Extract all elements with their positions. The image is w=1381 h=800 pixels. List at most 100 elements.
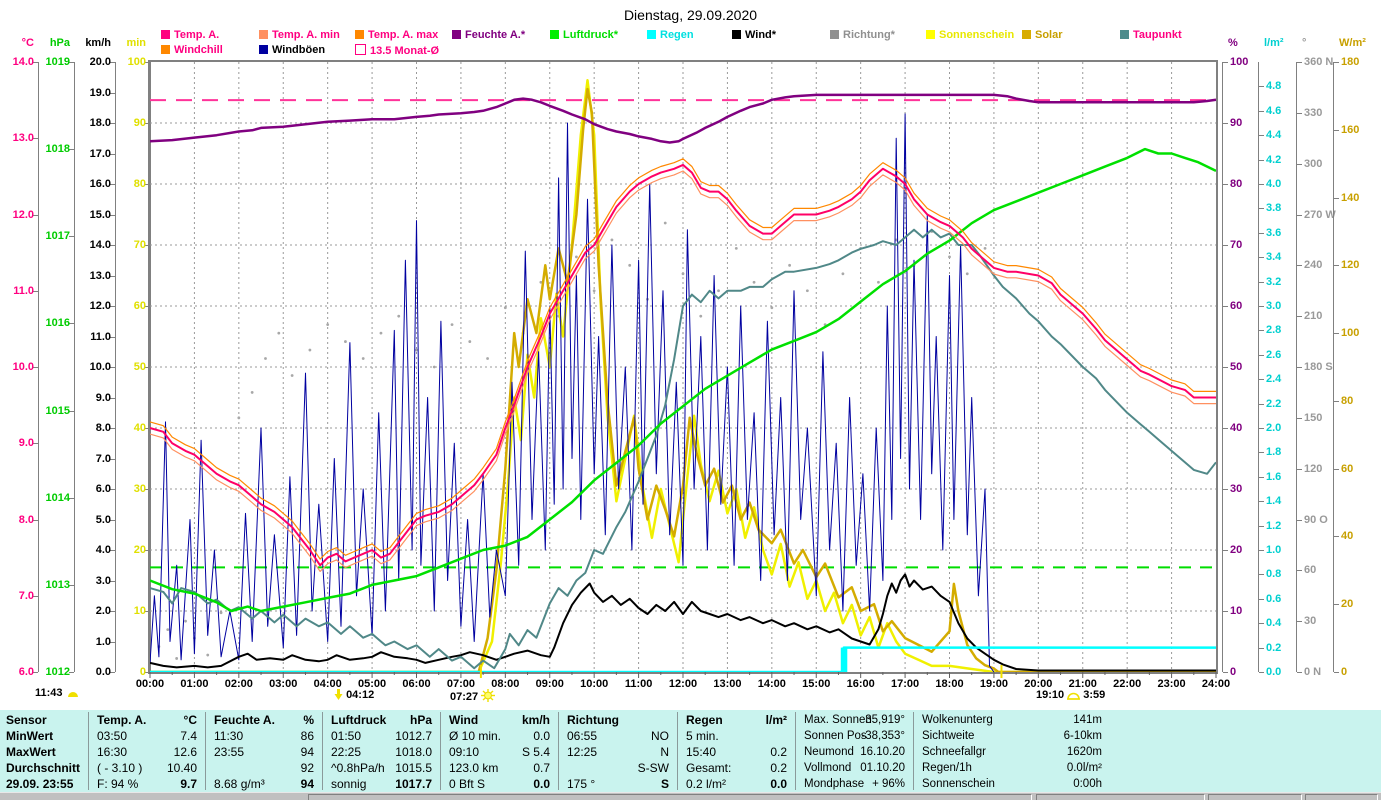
table-row-label: MinWert (6, 729, 54, 743)
table-column-header: Temp. A. °C (88, 712, 205, 728)
legend-label: 13.5 Monat-Ø (370, 45, 440, 57)
series-richtung-point (219, 611, 223, 615)
axis-tick-label: 140 (1341, 191, 1360, 204)
axis-tick (69, 62, 74, 63)
axis-tick (1259, 501, 1264, 503)
legend-label: Windchill (174, 44, 223, 56)
cell-value: N (660, 745, 669, 759)
cell-label: 0.2 l/m² (686, 777, 727, 791)
table-column-regen: Regen l/m² 5 min. 15:40 0.2 Gesamt: 0.2 0.2 l/m… (677, 710, 795, 792)
axis-tick-label: 3.6 (1266, 226, 1282, 239)
column-title: Regen (686, 713, 723, 727)
status-bar (0, 792, 1381, 800)
legend-item-temp-a-max: Temp. A. max (355, 29, 438, 41)
legend-label: Temp. A. (174, 29, 220, 41)
axis-tick (69, 323, 74, 325)
legend-swatch-icon (550, 30, 559, 39)
axis-tick-label: 3.8 (1266, 202, 1282, 215)
series-richtung-point (450, 323, 454, 327)
cell-label: 175 ° (567, 777, 596, 791)
cell-label: 12:25 (567, 745, 598, 759)
table-info-row: Mondphase + 96% (795, 776, 913, 792)
series-richtung-point (628, 263, 632, 267)
axis-header-kmh: km/h (85, 37, 111, 49)
table-column-temp-a-: Temp. A. °C 03:50 7.4 16:30 12.6 ( - 3.10 ) 10.… (88, 710, 205, 792)
table-cell-row: 22:25 1018.0 (322, 744, 440, 760)
axis-tick (110, 92, 115, 94)
cell-value: S (660, 777, 669, 791)
cell-value: 10.40 (166, 761, 197, 775)
info-value: 141m (1073, 714, 1102, 726)
axis-tick (1259, 379, 1264, 381)
axis-tick-label: 60 (1230, 300, 1243, 312)
axis-tick-label: 1015 (45, 404, 70, 417)
axis-tick-label: 40 (1341, 530, 1354, 543)
column-title: Wind (449, 713, 479, 727)
table-cell-row: 8.68 g/m³ 94 (205, 776, 322, 792)
axis-tick (110, 672, 115, 673)
axis-tick (33, 595, 38, 597)
table-column-separator (795, 712, 796, 790)
axis-tick-label: 60 (1341, 462, 1354, 475)
axis-tick (145, 611, 150, 612)
series-richtung-point (841, 272, 845, 276)
cell-value: 1012.7 (395, 729, 432, 743)
sunrise-annotation: 07:27 (450, 689, 496, 703)
axis-tick (145, 245, 150, 246)
axis-tick-label: 330 (1304, 106, 1323, 119)
axis-tick (1334, 468, 1339, 470)
series-luftdruck (149, 147, 1217, 613)
series-richtung-point (805, 289, 809, 293)
axis-tick-label: 3.0 (95, 574, 111, 587)
axis-tick-label: 360 N (1304, 56, 1334, 68)
series-temp-a- (149, 163, 1216, 567)
table-info-row: Max. Sonnen 35,919° (795, 712, 913, 728)
axis-tick (1259, 525, 1264, 527)
axis-tick (110, 123, 115, 124)
axis-tick (110, 306, 115, 307)
series-richtung-point (948, 255, 951, 259)
info-label: Sonnen Pos (804, 730, 867, 742)
axis-tick (1223, 245, 1228, 246)
axis-tick-label: 2.4 (1266, 373, 1282, 386)
legend-swatch-icon (259, 45, 268, 54)
table-cell-row: 92 (205, 760, 322, 776)
x-axis-label: 21:00 (1068, 678, 1097, 690)
axis-line-temp (38, 62, 39, 672)
axis-tick (1259, 428, 1264, 429)
cell-label: F: 94 % (97, 777, 139, 791)
x-axis-label: 18:00 (935, 678, 964, 690)
axis-tick (145, 550, 150, 551)
axis-tick-label: 70 (1230, 239, 1243, 251)
axis-tick-label: 30 (1304, 615, 1317, 628)
axis-line-hpa (74, 62, 75, 672)
axis-tick (1334, 672, 1339, 673)
cell-value: 12.6 (173, 745, 197, 759)
axis-tick (1297, 570, 1302, 572)
table-row-label: Durchschnitt (6, 761, 81, 775)
info-label: Sonnenschein (922, 778, 995, 790)
table-cell-row: 16:30 12.6 (88, 744, 205, 760)
cell-label: sonnig (331, 777, 367, 791)
x-axis-label: 14:00 (757, 678, 786, 690)
cell-label: 09:10 (449, 745, 480, 759)
cell-label: 06:55 (567, 729, 598, 743)
legend-item-windb-en: Windböen (259, 44, 325, 56)
axis-tick-label: 8.0 (95, 422, 111, 434)
table-info-row: Schneefallgr 1620m (913, 744, 1110, 760)
cell-label: 123.0 km (449, 761, 499, 775)
cell-value: S-SW (637, 761, 669, 775)
axis-tick (145, 367, 150, 368)
table-info-row: Sichtweite 6-10km (913, 728, 1110, 744)
axis-tick (33, 367, 38, 368)
legend-swatch-icon (732, 30, 741, 39)
axis-tick-label: 100 (1230, 56, 1249, 68)
axis-tick (1259, 232, 1264, 234)
axis-tick-label: 1.6 (1266, 470, 1282, 483)
cell-value: 7.4 (180, 729, 197, 743)
series-richtung-point (486, 357, 489, 360)
axis-tick (145, 306, 150, 307)
x-axis-label: 02:00 (224, 678, 253, 690)
